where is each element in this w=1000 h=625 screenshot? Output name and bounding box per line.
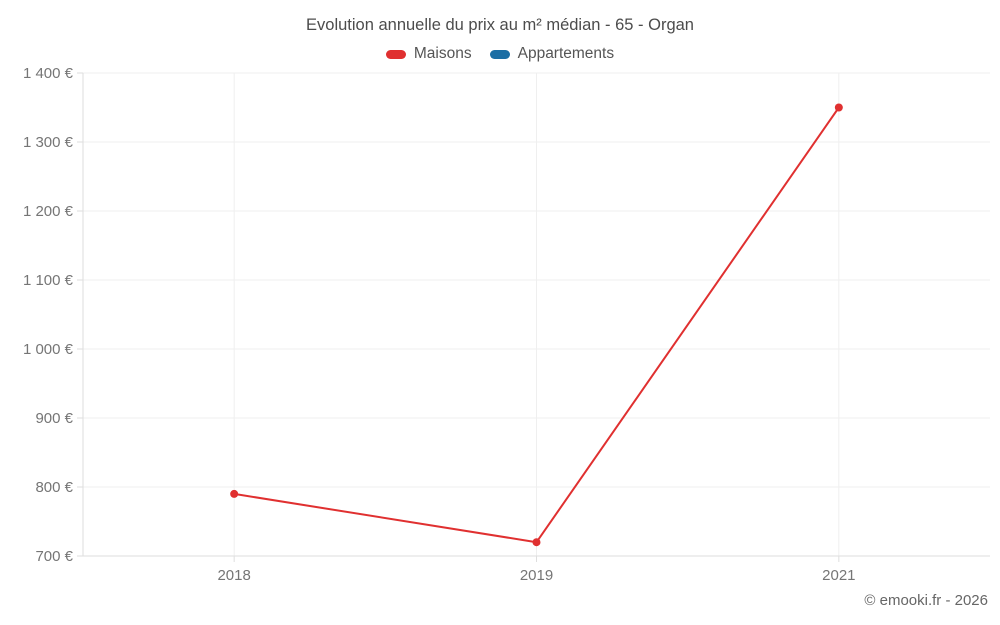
y-tick-label: 1 100 €	[23, 272, 74, 289]
y-tick-label: 1 200 €	[23, 203, 74, 220]
copyright-text: © emooki.fr - 2026	[864, 592, 988, 609]
x-tick-label: 2021	[822, 567, 855, 584]
y-tick-label: 1 400 €	[23, 65, 74, 82]
y-tick-label: 900 €	[35, 410, 73, 427]
chart-title: Evolution annuelle du prix au m² médian …	[306, 16, 694, 34]
x-tick-label: 2019	[520, 567, 553, 584]
maisons-data-point[interactable]	[230, 489, 239, 498]
appartements-swatch-icon	[489, 49, 510, 59]
y-tick-label: 1 000 €	[23, 341, 74, 358]
legend-item-maisons[interactable]: Maisons	[385, 45, 472, 63]
legend-label-appartements: Appartements	[517, 45, 615, 62]
y-tick-label: 700 €	[35, 548, 73, 565]
x-tick-label: 2018	[217, 567, 250, 584]
chart-legend: Maisons Appartements	[0, 45, 1000, 63]
maisons-data-point[interactable]	[834, 103, 843, 112]
legend-item-appartements[interactable]: Appartements	[489, 45, 615, 63]
y-tick-label: 1 300 €	[23, 134, 74, 151]
maisons-swatch-icon	[385, 49, 406, 59]
maisons-data-point[interactable]	[532, 538, 541, 547]
y-tick-label: 800 €	[35, 479, 73, 496]
legend-label-maisons: Maisons	[413, 45, 472, 62]
